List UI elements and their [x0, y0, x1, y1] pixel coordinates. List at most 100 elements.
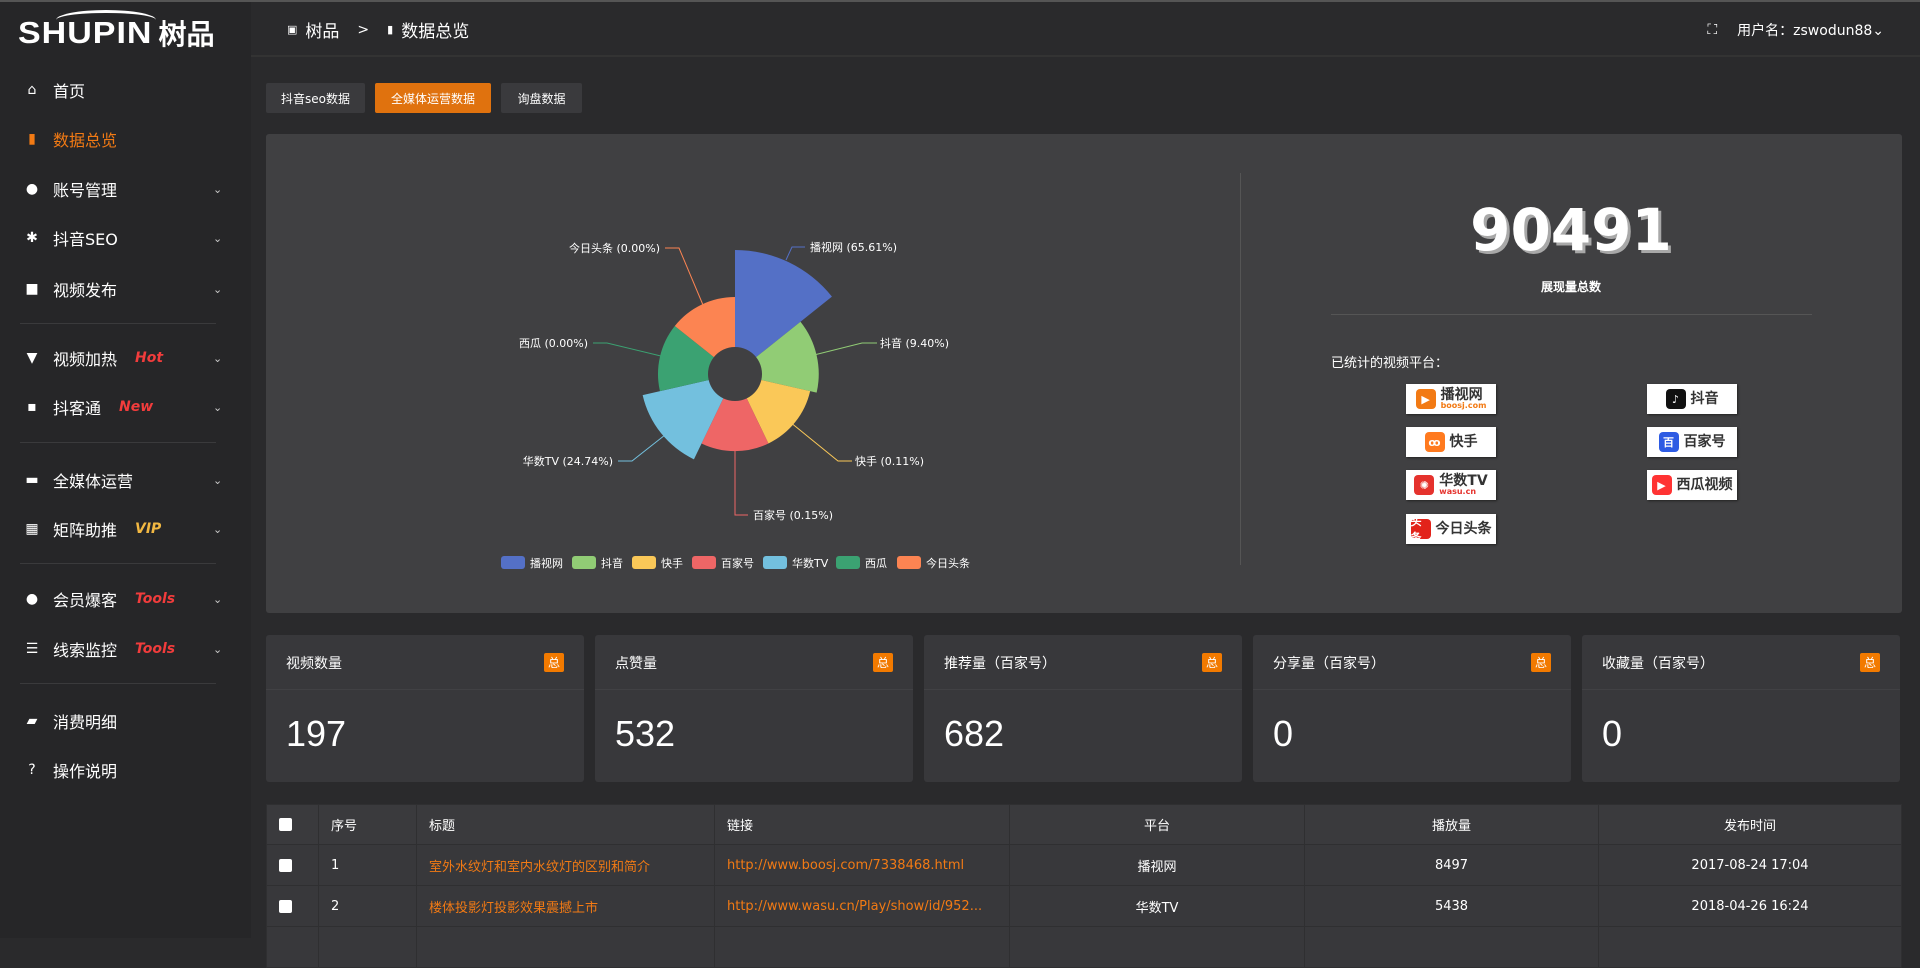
card-divider — [924, 689, 1242, 690]
platform-logo: 百 百家号 — [1647, 427, 1737, 457]
chevron-down-icon[interactable]: ⌄ — [213, 351, 223, 365]
platform-logo: 头条 今日头条 — [1406, 514, 1496, 544]
sidebar-item-8[interactable]: ▦ 矩阵助推 VIP ⌄ — [0, 509, 251, 549]
stat-title: 视频数量 — [286, 656, 342, 672]
col-link: 链接 — [714, 804, 1010, 845]
chevron-down-icon: ⌄ — [1872, 23, 1884, 39]
sidebar-item-10[interactable]: ☰ 线索监控 Tools ⌄ — [0, 629, 251, 669]
legend-label-1[interactable]: 抖音 — [601, 556, 623, 570]
sidebar-item-3[interactable]: ✱ 抖音SEO ⌄ — [0, 218, 251, 258]
gear-icon: ✱ — [26, 230, 38, 246]
cell-url-link[interactable]: http://www.boosj.com/7338468.html — [714, 844, 1010, 886]
cell-title-link[interactable]: 室外水纹灯和室内水纹灯的区别和简介 — [416, 844, 715, 886]
sidebar-item-11[interactable]: ▰ 消费明细 — [0, 701, 251, 741]
member-icon: ● — [25, 591, 39, 607]
platform-name: 华数TV — [1439, 473, 1488, 489]
overview-panel: 播视网 (65.61%) 抖音 (9.40%) 快手 (0.11%) 百家号 (0.1… — [266, 134, 1902, 613]
stat-value: 0 — [1273, 713, 1294, 754]
pie-slice-4 — [642, 380, 724, 460]
chart-line-icon: ▣ — [287, 23, 298, 36]
breadcrumb-home[interactable]: 树品 — [305, 22, 340, 42]
user-area: ⛶ 用户名：zswodun88⌄ — [1707, 20, 1884, 40]
chevron-down-icon[interactable]: ⌄ — [213, 473, 223, 487]
fullscreen-icon[interactable]: ⛶ — [1707, 22, 1718, 38]
col-publish-time: 发布时间 — [1598, 804, 1902, 845]
leader-line-6 — [665, 247, 704, 306]
chevron-down-icon[interactable]: ⌄ — [213, 400, 223, 414]
breadcrumb-current: 数据总览 — [401, 22, 470, 42]
platform-logo-icon: ▶ — [1415, 389, 1436, 409]
table-header: 序号 标题 链接 平台 播放量 发布时间 — [266, 804, 1902, 845]
row-checkbox[interactable] — [279, 858, 292, 872]
cell-index: 1 — [318, 844, 417, 886]
select-all-checkbox[interactable] — [279, 818, 292, 831]
user-menu[interactable]: 用户名：zswodun88⌄ — [1737, 20, 1884, 40]
card-divider — [1582, 689, 1900, 690]
stat-card: 分享量（百家号） 总 0 — [1253, 635, 1571, 782]
legend-label-3[interactable]: 百家号 — [721, 556, 754, 570]
wallet-icon: ▰ — [26, 713, 38, 729]
sidebar: SHUPIN 树品 ⌂ 首页 ▮ 数据总览 ● 账号管理 ⌄ ✱ 抖音SEO ⌄… — [0, 2, 251, 938]
grid-icon: ▦ — [25, 521, 39, 537]
table-row[interactable]: 1 室外水纹灯和室内水纹灯的区别和简介 http://www.boosj.com… — [266, 844, 1902, 886]
cell-title-link[interactable]: 楼体投影灯投影效果震撼上市 — [416, 885, 715, 927]
logo[interactable]: SHUPIN 树品 — [18, 10, 215, 52]
sidebar-item-12[interactable]: ? 操作说明 — [0, 750, 251, 790]
platform-domain: wasu.cn — [1439, 487, 1477, 496]
legend-label-2[interactable]: 快手 — [661, 556, 683, 570]
legend-label-5[interactable]: 西瓜 — [865, 557, 887, 570]
sidebar-item-0[interactable]: ⌂ 首页 — [0, 70, 251, 110]
stat-card: 点赞量 总 532 — [595, 635, 913, 782]
sidebar-badge: New — [119, 399, 154, 415]
rose-pie-chart: 播视网 (65.61%) 抖音 (9.40%) 快手 (0.11%) 百家号 (0.1… — [501, 240, 970, 570]
sidebar-item-5[interactable]: ▼ 视频加热 Hot ⌄ — [0, 338, 251, 378]
chevron-down-icon[interactable]: ⌄ — [213, 592, 223, 606]
logo-cn: 树品 — [158, 18, 215, 51]
sidebar-item-2[interactable]: ● 账号管理 ⌄ — [0, 169, 251, 209]
tab-all-media[interactable]: 全媒体运营数据 — [375, 83, 491, 113]
chevron-down-icon[interactable]: ⌄ — [213, 522, 223, 536]
platform-name: 抖音 — [1690, 391, 1719, 407]
select-all[interactable] — [266, 804, 319, 845]
username: 用户名：zswodun88 — [1737, 23, 1873, 39]
legend-swatch-4 — [763, 556, 787, 569]
slice-label-1: 抖音 (9.40%) — [880, 336, 949, 350]
slice-label-0: 播视网 (65.61%) — [810, 240, 897, 254]
chevron-down-icon[interactable]: ⌄ — [213, 282, 223, 296]
cell-plays: 5438 — [1304, 885, 1599, 927]
chevron-down-icon[interactable]: ⌄ — [213, 182, 223, 196]
sidebar-item-label: 账号管理 — [53, 181, 118, 200]
row-checkbox[interactable] — [279, 899, 292, 913]
sidebar-item-6[interactable]: ▪ 抖客通 New ⌄ — [0, 387, 251, 427]
platform-name: 西瓜视频 — [1676, 477, 1733, 493]
col-plays: 播放量 — [1304, 804, 1599, 845]
table-row[interactable]: 2 楼体投影灯投影效果震撼上市 http://www.wasu.cn/Play/… — [266, 885, 1902, 927]
tab-inquiry[interactable]: 询盘数据 — [501, 83, 582, 113]
legend-label-0[interactable]: 播视网 — [530, 556, 563, 570]
sidebar-item-1[interactable]: ▮ 数据总览 — [0, 119, 251, 159]
sidebar-item-4[interactable]: ■ 视频发布 ⌄ — [0, 269, 251, 309]
row-select[interactable] — [266, 844, 319, 886]
cell-publish-time: 2018-04-26 16:24 — [1598, 885, 1902, 927]
platform-logo: ♪ 抖音 — [1647, 384, 1737, 414]
sidebar-item-label: 视频加热 — [53, 350, 118, 369]
row-select[interactable] — [266, 885, 319, 927]
legend-label-6[interactable]: 今日头条 — [926, 556, 970, 570]
platform-name: 播视网 — [1440, 387, 1483, 403]
monitor-icon: ▬ — [25, 472, 39, 488]
home-icon: ⌂ — [27, 82, 37, 98]
chevron-down-icon[interactable]: ⌄ — [213, 642, 223, 656]
cell-url-link[interactable]: http://www.wasu.cn/Play/show/id/952... — [714, 885, 1010, 927]
platform-name: 今日头条 — [1435, 521, 1492, 537]
total-impressions-label: 展现量总数 — [1540, 280, 1601, 294]
pie-slice-1 — [756, 321, 819, 393]
cell-platform: 播视网 — [1009, 844, 1305, 886]
legend-label-4[interactable]: 华数TV — [792, 556, 829, 570]
sidebar-divider — [20, 683, 216, 684]
sidebar-item-7[interactable]: ▬ 全媒体运营 ⌄ — [0, 460, 251, 500]
leader-line-4 — [618, 434, 666, 462]
sidebar-item-9[interactable]: ● 会员爆客 Tools ⌄ — [0, 579, 251, 619]
chevron-down-icon[interactable]: ⌄ — [213, 231, 223, 245]
header: ▣ 树品 > ▮ 数据总览 ⛶ 用户名：zswodun88⌄ — [251, 2, 1920, 57]
tab-douyin-seo[interactable]: 抖音seo数据 — [266, 83, 365, 113]
